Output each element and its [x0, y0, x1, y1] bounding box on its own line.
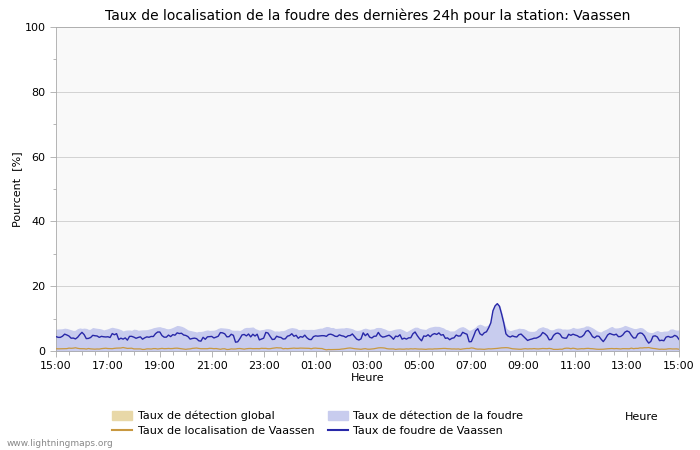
- Legend: Taux de détection global, Taux de localisation de Vaassen, Taux de détection de : Taux de détection global, Taux de locali…: [112, 411, 523, 436]
- Title: Taux de localisation de la foudre des dernières 24h pour la station: Vaassen: Taux de localisation de la foudre des de…: [105, 9, 630, 23]
- Text: www.lightningmaps.org: www.lightningmaps.org: [7, 439, 113, 448]
- X-axis label: Heure: Heure: [351, 373, 384, 383]
- Y-axis label: Pourcent  [%]: Pourcent [%]: [12, 151, 22, 227]
- Text: Heure: Heure: [624, 412, 658, 422]
